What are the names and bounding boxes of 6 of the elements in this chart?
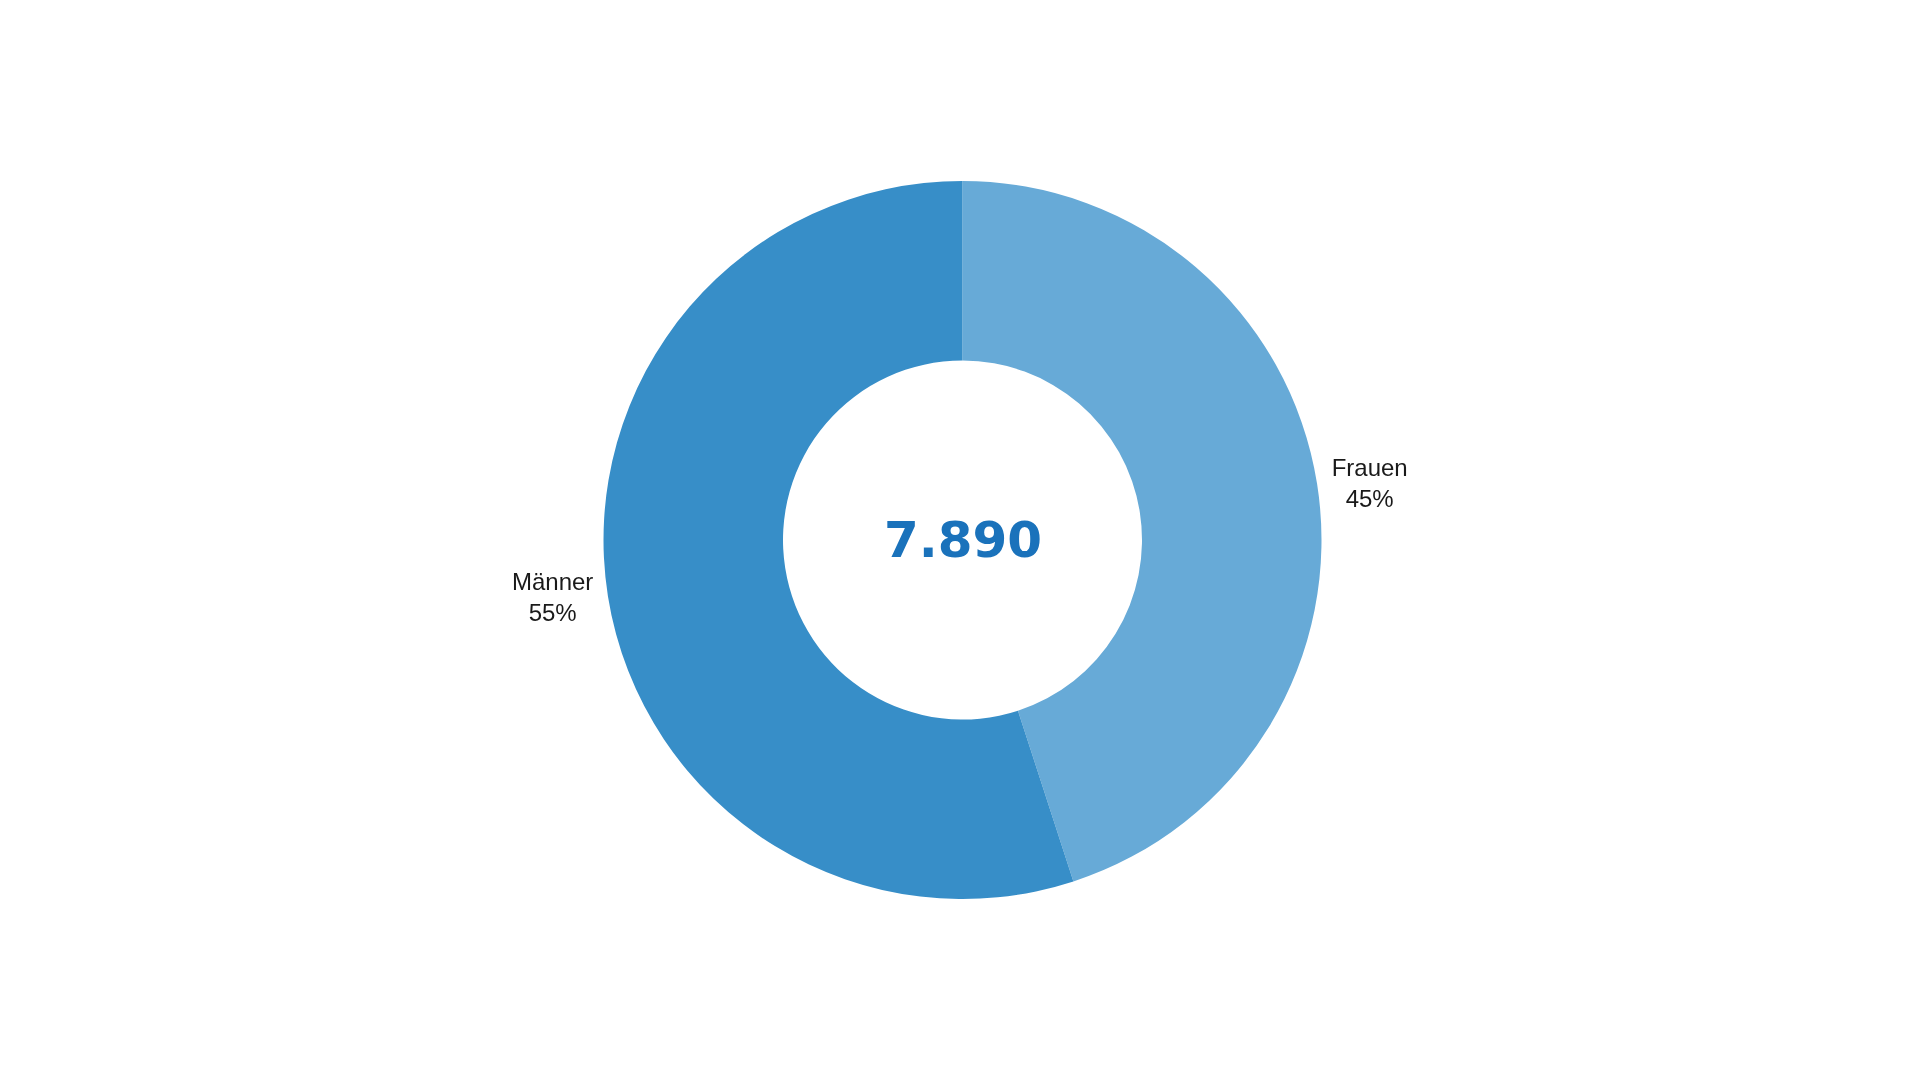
slice-label: Männer [511,567,594,595]
data-label: 55% [528,598,577,626]
data-label: 45% [1345,485,1394,513]
slice-label: Frauen [1331,454,1408,482]
text: 7.890 [884,511,1043,569]
donut-slice [603,181,1074,899]
